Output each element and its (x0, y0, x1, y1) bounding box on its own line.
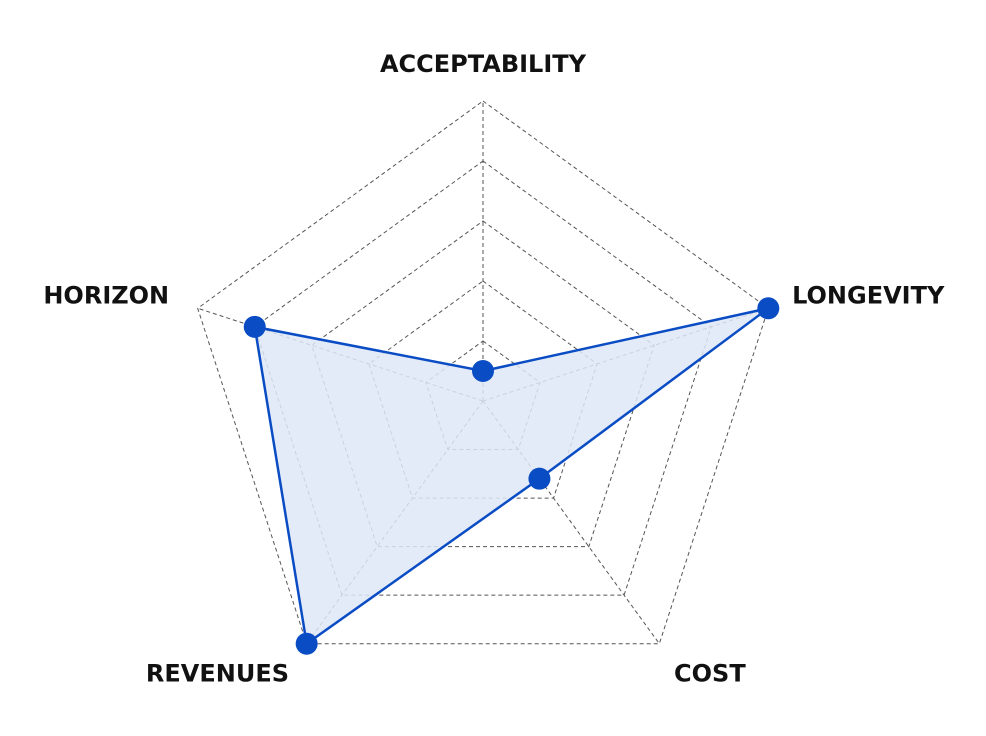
data-point-longevity (757, 297, 780, 320)
data-layer (243, 297, 780, 655)
grid-ring-3 (311, 220, 655, 548)
series-area-0 (253, 307, 770, 646)
axis-labels: ACCEPTABILITY LONGEVITY COST REVENUES HORIZO… (43, 50, 945, 687)
axis-label-horizon: HORIZON (43, 282, 169, 310)
data-point-cost (528, 467, 551, 490)
data-point-revenues (295, 632, 318, 655)
axis-label-longevity: LONGEVITY (792, 282, 945, 310)
axis-label-cost: COST (674, 659, 746, 687)
axis-label-revenues: REVENUES (146, 659, 289, 687)
axis-label-acceptability: ACCEPTABILITY (380, 50, 587, 78)
data-point-horizon (243, 315, 266, 338)
data-point-acceptability (472, 360, 494, 382)
